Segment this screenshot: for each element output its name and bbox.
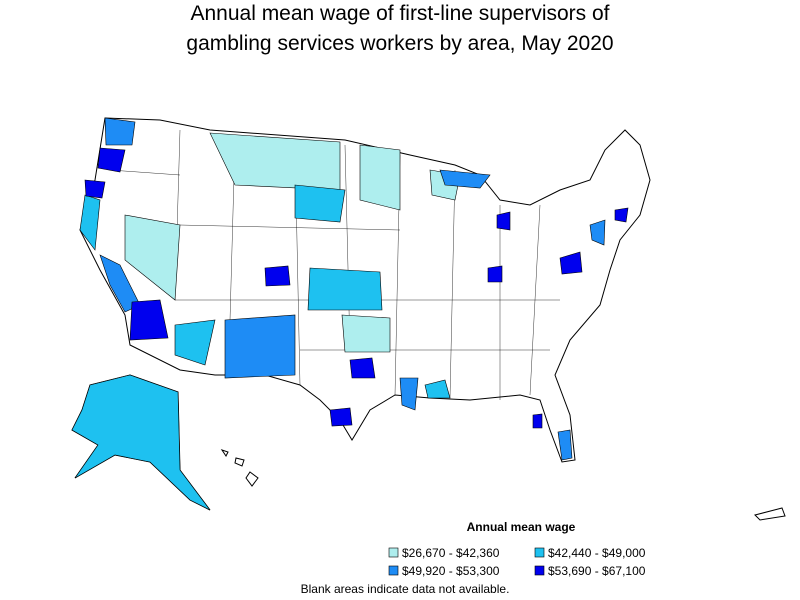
title-line: gambling services workers by area, May 2… xyxy=(186,32,613,55)
legend-label: $53,690 - $67,100 xyxy=(548,564,646,578)
area xyxy=(341,314,391,353)
area xyxy=(97,147,126,173)
area xyxy=(294,184,346,223)
legend-label: $26,670 - $42,360 xyxy=(402,546,500,560)
legend-title: Annual mean wage xyxy=(467,520,576,534)
area xyxy=(359,144,401,211)
legend-swatch xyxy=(534,547,545,558)
legend: $26,670 - $42,360 $42,440 - $49,000 $49,92… xyxy=(388,546,646,578)
area xyxy=(224,314,296,379)
area xyxy=(487,265,503,283)
map xyxy=(71,117,786,521)
area xyxy=(124,214,181,301)
legend-swatch xyxy=(534,565,545,576)
area xyxy=(439,169,491,189)
area xyxy=(79,194,101,251)
legend-label: $49,920 - $53,300 xyxy=(402,564,500,578)
area xyxy=(104,117,136,146)
area xyxy=(496,211,511,231)
area xyxy=(329,407,353,427)
hawaii xyxy=(245,471,259,487)
area xyxy=(84,179,106,199)
puerto-rico xyxy=(754,507,786,521)
area xyxy=(557,429,573,461)
footnote: Blank areas indicate data not available. xyxy=(301,582,510,596)
area xyxy=(307,267,383,311)
hawaii xyxy=(220,449,229,457)
area xyxy=(174,319,216,366)
hawaii xyxy=(234,457,245,467)
area xyxy=(264,265,291,287)
area xyxy=(71,374,211,511)
legend-label: $42,440 - $49,000 xyxy=(548,546,646,560)
area xyxy=(129,299,169,341)
area xyxy=(424,379,451,399)
title-line: Annual mean wage of first-line superviso… xyxy=(190,2,609,25)
area xyxy=(532,413,543,429)
legend-swatch xyxy=(388,547,399,558)
area xyxy=(614,207,629,223)
area xyxy=(349,357,376,379)
legend-swatch xyxy=(388,565,399,576)
area xyxy=(589,219,606,246)
area xyxy=(559,251,583,275)
area xyxy=(399,377,419,411)
